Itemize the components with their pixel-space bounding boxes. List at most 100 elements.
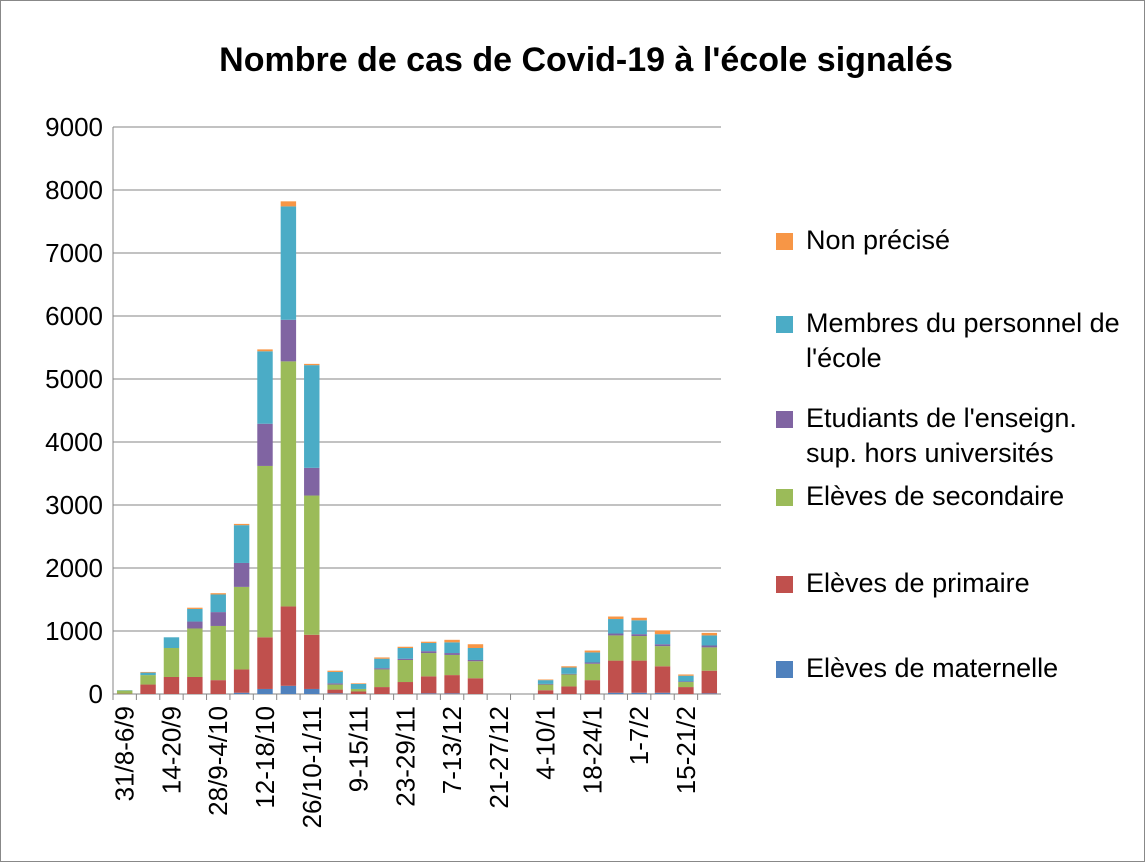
bar-segment <box>280 206 297 320</box>
bar-segment <box>374 657 390 659</box>
x-tick-label: 28/9-4/10 <box>203 706 233 816</box>
y-tick-label: 5000 <box>45 364 103 394</box>
bar-segment <box>561 686 577 694</box>
legend-swatch <box>776 411 793 428</box>
bar-segment <box>304 467 320 496</box>
bar-segment <box>654 666 671 693</box>
bar-segment <box>280 319 297 362</box>
bar-segment <box>233 525 250 563</box>
chart-title: Nombre de cas de Covid-19 à l'école sign… <box>219 41 953 79</box>
bar-segment <box>467 659 484 662</box>
bar-segment <box>210 625 226 681</box>
bar-segment <box>654 692 671 694</box>
bar-segment <box>608 660 624 693</box>
bar-segment <box>374 669 390 688</box>
y-tick-label: 1000 <box>45 616 103 646</box>
bar-segment <box>631 617 647 621</box>
bar-segment <box>467 648 484 660</box>
bar-segment <box>584 663 601 681</box>
bar-segment <box>608 635 624 661</box>
x-tick-label: 21-27/12 <box>484 706 514 809</box>
bar-segment <box>350 688 367 692</box>
bar-segment <box>187 621 203 629</box>
bar-segment <box>420 693 437 694</box>
y-tick-label: 2000 <box>45 553 103 583</box>
x-tick-label: 15-21/2 <box>671 706 701 794</box>
bar-segment <box>397 648 414 659</box>
bar-segment <box>140 684 156 694</box>
bar-segment <box>257 349 273 352</box>
bar-segment <box>187 676 203 694</box>
legend-label: Elèves de secondaire <box>806 481 1065 511</box>
x-tick-label: 7-13/12 <box>437 706 467 794</box>
bar-segment <box>444 653 460 655</box>
bar-segment <box>327 693 343 694</box>
x-tick-label: 18-24/1 <box>577 706 607 794</box>
bar-segment <box>187 607 203 609</box>
bar-segment <box>233 669 250 693</box>
bar-segment <box>678 682 694 688</box>
bar-segment <box>537 690 554 694</box>
bar-segment <box>257 465 273 638</box>
bar-segment <box>584 662 601 664</box>
y-tick-label: 9000 <box>45 112 103 142</box>
bar-segment <box>210 594 226 613</box>
bar-segment <box>467 661 484 679</box>
bar-segment <box>374 658 390 669</box>
bar-segment <box>654 634 671 645</box>
bar-segment <box>163 676 180 694</box>
bar-segment <box>163 637 180 649</box>
bar-segment <box>397 659 414 683</box>
bar-segment <box>701 635 718 646</box>
bar-segment <box>350 691 367 694</box>
bar-segment <box>304 688 320 694</box>
bar-segment <box>327 670 343 672</box>
bar-segment <box>631 636 647 661</box>
bar-segment <box>678 674 694 676</box>
bar-segment <box>631 620 647 635</box>
bar-segment <box>444 639 460 643</box>
bar-segment <box>561 666 577 668</box>
bar-segment <box>280 685 297 694</box>
y-tick-label: 6000 <box>45 301 103 331</box>
bar-segment <box>210 680 226 694</box>
bar-segment <box>257 637 273 689</box>
legend-item: Non précisé <box>776 223 1121 258</box>
x-tick-label: 31/8-6/9 <box>110 706 140 801</box>
y-tick-label: 3000 <box>45 490 103 520</box>
bar-segment <box>397 682 414 694</box>
bar-segment <box>233 586 250 670</box>
bar-segment <box>257 688 273 694</box>
bar-segment <box>561 667 577 674</box>
bar-segment <box>397 658 414 660</box>
bar-segment <box>397 646 414 649</box>
legend-label: Etudiants de l'enseign. sup. hors univer… <box>806 403 1077 468</box>
bar-segment <box>140 671 156 673</box>
legend-item: Elèves de maternelle <box>776 651 1121 686</box>
bar-segment <box>233 692 250 694</box>
x-tick-label: 1-7/2 <box>624 706 654 765</box>
bar-segment <box>678 687 694 694</box>
bar-segment <box>257 423 273 466</box>
x-tick-label: 14-20/9 <box>156 706 186 794</box>
bar-segment <box>420 676 437 694</box>
bar-segment <box>350 683 367 689</box>
legend-item: Membres du personnel de l'école <box>776 306 1121 376</box>
legend-swatch <box>776 316 793 333</box>
bar-segment <box>701 647 718 671</box>
bar-segment <box>701 632 718 636</box>
bar-segment <box>654 646 671 667</box>
bar-segment <box>654 644 671 647</box>
bar-segment <box>631 660 647 693</box>
bar-segment <box>654 630 671 635</box>
legend-item: Elèves de primaire <box>776 566 1121 601</box>
bar-segment <box>116 690 133 694</box>
legend-swatch <box>776 233 793 250</box>
bar-segment <box>140 675 156 685</box>
bar-segment <box>537 684 554 691</box>
bar-segment <box>327 683 343 685</box>
x-tick-label: 23-29/11 <box>390 706 420 807</box>
bar-segment <box>233 523 250 526</box>
x-tick-label: 9-15/11 <box>344 706 374 792</box>
